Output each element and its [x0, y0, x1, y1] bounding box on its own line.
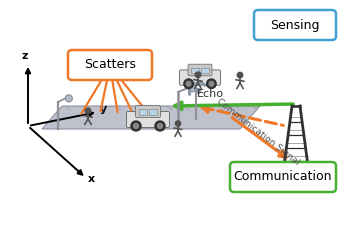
Polygon shape — [42, 106, 260, 129]
Circle shape — [85, 108, 91, 113]
FancyBboxPatch shape — [304, 169, 318, 179]
FancyBboxPatch shape — [289, 180, 303, 190]
Text: Communication: Communication — [234, 171, 332, 183]
Circle shape — [195, 88, 201, 94]
FancyBboxPatch shape — [289, 169, 303, 179]
Text: z: z — [21, 51, 28, 61]
Circle shape — [207, 79, 216, 88]
Text: Sensing: Sensing — [270, 18, 320, 32]
FancyBboxPatch shape — [274, 169, 288, 179]
FancyBboxPatch shape — [188, 64, 212, 76]
Circle shape — [131, 121, 141, 131]
Circle shape — [188, 84, 196, 92]
Circle shape — [158, 124, 162, 128]
FancyBboxPatch shape — [68, 50, 152, 80]
Text: Scatters: Scatters — [84, 58, 136, 72]
Circle shape — [237, 72, 243, 78]
FancyBboxPatch shape — [254, 10, 336, 40]
FancyBboxPatch shape — [192, 68, 199, 73]
Circle shape — [184, 79, 193, 88]
Circle shape — [175, 121, 181, 126]
FancyBboxPatch shape — [136, 106, 161, 117]
FancyBboxPatch shape — [149, 109, 157, 115]
Circle shape — [195, 72, 201, 78]
FancyBboxPatch shape — [274, 180, 288, 190]
Circle shape — [209, 81, 214, 86]
FancyBboxPatch shape — [127, 111, 170, 128]
Text: x: x — [88, 174, 95, 184]
Circle shape — [186, 81, 191, 86]
FancyBboxPatch shape — [180, 70, 221, 85]
FancyBboxPatch shape — [139, 109, 147, 115]
Text: Communication Signal: Communication Signal — [215, 97, 301, 167]
Text: Echo: Echo — [196, 89, 224, 99]
FancyBboxPatch shape — [304, 180, 318, 190]
Circle shape — [65, 95, 72, 102]
Circle shape — [133, 124, 139, 128]
Text: y: y — [100, 104, 107, 114]
Circle shape — [155, 121, 165, 131]
FancyBboxPatch shape — [230, 162, 336, 192]
FancyBboxPatch shape — [201, 68, 208, 73]
